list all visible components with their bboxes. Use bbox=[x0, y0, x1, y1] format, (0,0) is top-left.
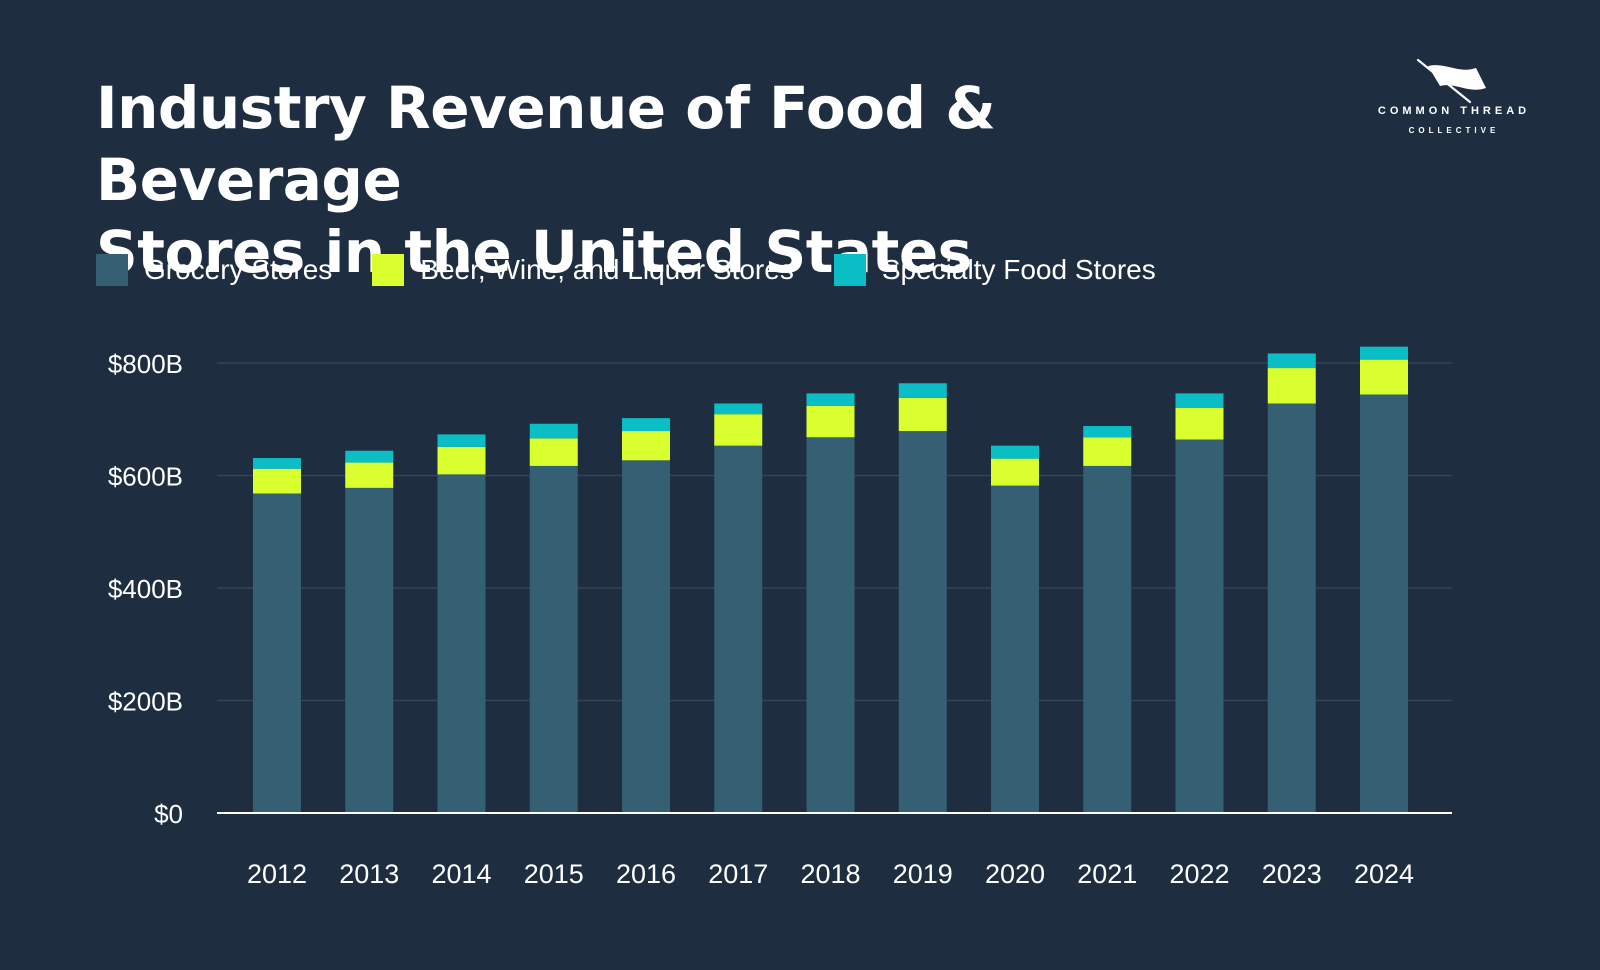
bar-segment-beer-wine-liquor bbox=[991, 458, 1039, 486]
bar-segment-specialty bbox=[529, 423, 578, 439]
bar-segment-beer-wine-liquor bbox=[806, 405, 855, 438]
bar-segment-beer-wine-liquor bbox=[345, 462, 394, 488]
bar-segment-beer-wine-liquor bbox=[437, 446, 486, 475]
bar-segment-specialty bbox=[1360, 346, 1408, 360]
legend-swatch-grocery bbox=[96, 254, 128, 286]
x-tick-label: 2024 bbox=[1354, 859, 1414, 889]
bar-segment-beer-wine-liquor bbox=[1360, 359, 1408, 395]
bar-segment-specialty bbox=[991, 445, 1039, 459]
legend-item-specialty: Specialty Food Stores bbox=[833, 254, 1156, 286]
legend-label-specialty: Specialty Food Stores bbox=[881, 254, 1156, 285]
bar-segment-grocery bbox=[345, 487, 394, 813]
x-tick-label: 2020 bbox=[985, 859, 1045, 889]
bar-segment-specialty bbox=[1083, 426, 1132, 438]
chart-title: Industry Revenue of Food & Beverage Stor… bbox=[96, 72, 1296, 288]
bar-segment-grocery bbox=[1267, 403, 1316, 813]
x-tick-label: 2018 bbox=[800, 859, 860, 889]
bar-segment-specialty bbox=[1267, 353, 1316, 369]
bar-segment-beer-wine-liquor bbox=[1083, 437, 1132, 466]
bar-segment-specialty bbox=[622, 418, 670, 432]
bar-segment-beer-wine-liquor bbox=[622, 431, 670, 461]
bar-segment-grocery bbox=[1360, 394, 1408, 813]
bar-segment-grocery bbox=[437, 474, 486, 813]
x-tick-label: 2021 bbox=[1077, 859, 1137, 889]
legend-label-grocery: Grocery Stores bbox=[144, 254, 333, 285]
bar-segment-grocery bbox=[1083, 465, 1132, 813]
legend-swatch-specialty bbox=[833, 254, 866, 286]
bar-segment-beer-wine-liquor bbox=[714, 414, 763, 446]
bar-segment-specialty bbox=[345, 450, 394, 463]
x-tick-label: 2016 bbox=[616, 859, 676, 889]
bar-segment-specialty bbox=[1175, 393, 1224, 408]
brand-logo: COMMON THREAD COLLECTIVE bbox=[1366, 58, 1542, 144]
bar-segment-beer-wine-liquor bbox=[898, 397, 947, 432]
bar-segment-specialty bbox=[253, 458, 301, 469]
legend-item-grocery: Grocery Stores bbox=[96, 254, 332, 286]
chart-title-line-1: Industry Revenue of Food & Beverage bbox=[96, 74, 996, 214]
bar-segment-grocery bbox=[714, 445, 763, 813]
brand-name: COMMON THREAD bbox=[1377, 105, 1531, 117]
x-tick-label: 2014 bbox=[431, 859, 491, 889]
y-tick-label: $200B bbox=[108, 687, 183, 717]
x-tick-label: 2013 bbox=[339, 859, 399, 889]
bar-segment-specialty bbox=[437, 434, 486, 447]
y-tick-label: $800B bbox=[108, 349, 183, 379]
bar-segment-beer-wine-liquor bbox=[1175, 408, 1224, 440]
x-tick-label: 2017 bbox=[708, 859, 768, 889]
x-tick-label: 2023 bbox=[1262, 859, 1322, 889]
bar-segment-specialty bbox=[898, 383, 947, 398]
bar-segment-specialty bbox=[714, 403, 763, 415]
flag-needle-icon bbox=[1416, 58, 1486, 104]
bar-segment-grocery bbox=[622, 460, 670, 813]
chart-title-line-2: Stores in the United States bbox=[96, 218, 972, 286]
bar-segment-grocery bbox=[806, 437, 855, 813]
y-tick-label: $400B bbox=[108, 574, 183, 604]
bar-segment-beer-wine-liquor bbox=[1267, 368, 1316, 404]
x-tick-label: 2012 bbox=[247, 859, 307, 889]
legend-item-beer-wine-liquor: Beer, Wine, and Liquor Stores bbox=[372, 254, 794, 286]
x-tick-label: 2015 bbox=[524, 859, 584, 889]
x-tick-label: 2022 bbox=[1169, 859, 1229, 889]
bar-segment-grocery bbox=[1175, 439, 1224, 813]
bar-segment-grocery bbox=[991, 485, 1039, 813]
legend-label-beer-wine-liquor: Beer, Wine, and Liquor Stores bbox=[420, 254, 794, 285]
brand-subname: COLLECTIVE bbox=[1408, 126, 1500, 135]
y-tick-label: $0 bbox=[154, 799, 183, 829]
y-tick-label: $600B bbox=[108, 462, 183, 492]
legend-swatch-beer-wine-liquor bbox=[372, 254, 405, 286]
bar-segment-specialty bbox=[806, 393, 855, 406]
x-tick-label: 2019 bbox=[893, 859, 953, 889]
bar-segment-grocery bbox=[529, 465, 578, 813]
bar-segment-grocery bbox=[253, 493, 301, 813]
bar-segment-beer-wine-liquor bbox=[529, 438, 578, 466]
bar-segment-grocery bbox=[898, 431, 947, 813]
legend: Grocery Stores Beer, Wine, and Liquor St… bbox=[96, 254, 1196, 286]
bar-segment-beer-wine-liquor bbox=[253, 468, 301, 494]
